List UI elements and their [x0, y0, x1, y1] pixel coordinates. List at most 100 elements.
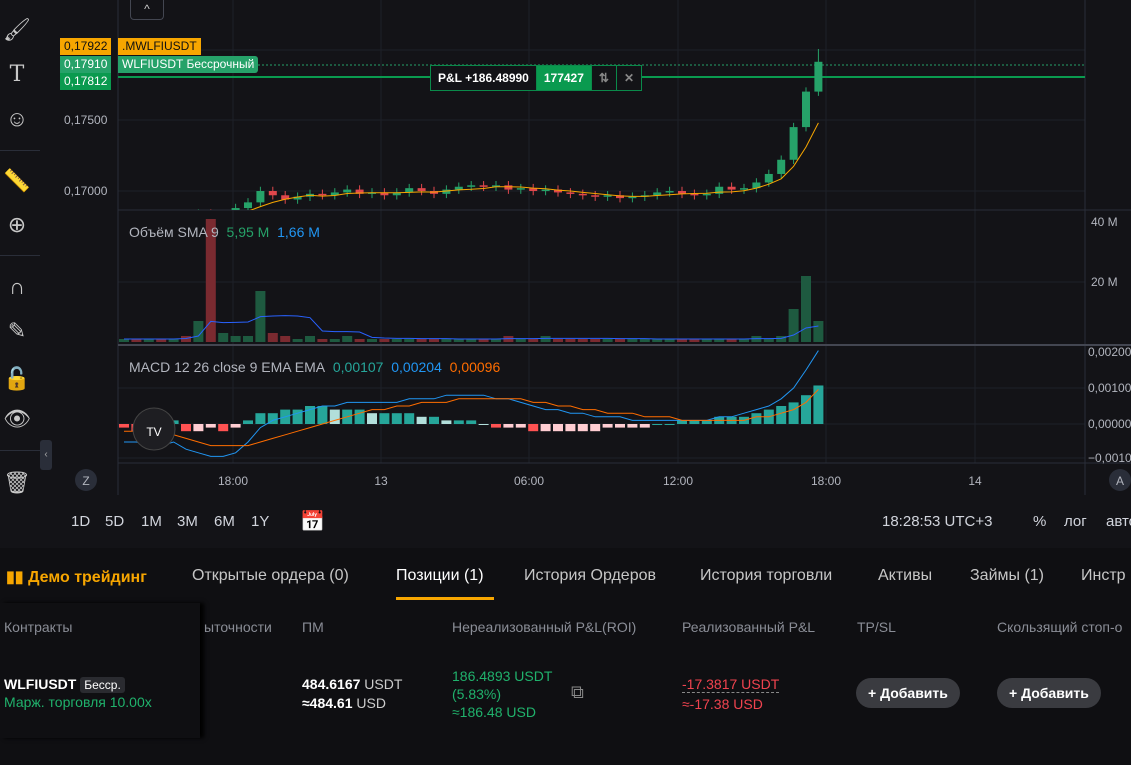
candle — [628, 196, 637, 199]
auto-label: A — [1116, 474, 1124, 488]
auto-toggle[interactable]: авто — [1106, 513, 1131, 530]
text-icon[interactable]: T — [9, 62, 25, 87]
price-chart[interactable]: 18:00 13 06:00 12:00 18:00 14 40 M 20 M 0,00200 0… — [48, 0, 1131, 495]
timeframe-1m[interactable]: 1M — [141, 513, 162, 530]
magnet-icon[interactable]: ∩ — [9, 274, 25, 299]
volume-bar — [478, 339, 489, 342]
volume-bar — [739, 339, 749, 342]
timeframe-1y[interactable]: 1Y — [251, 513, 270, 530]
scroll-up-button[interactable]: ^ — [130, 0, 164, 20]
z-button — [75, 469, 97, 491]
volume-bar — [689, 339, 700, 342]
volume-bar — [230, 336, 241, 342]
macd-line-value: 0,00204 — [391, 359, 442, 375]
volume-bar — [292, 339, 303, 342]
timeframe-5d[interactable]: 5D — [105, 513, 125, 530]
signal-line — [124, 389, 819, 447]
pm-value: 484.6167 USDT — [302, 676, 403, 692]
ruler-icon[interactable]: 📏 — [3, 168, 31, 193]
realized-pnl[interactable]: -17.3817 USDT — [682, 676, 780, 693]
volume-bar — [404, 339, 415, 342]
position-qty: 177427 — [536, 66, 592, 90]
candle — [132, 219, 140, 222]
macd-histogram-bar — [677, 420, 687, 424]
candle — [318, 193, 327, 196]
mark-symbol-label: .MWLFIUSDT — [118, 38, 201, 55]
divider — [0, 255, 40, 256]
volume-bar — [788, 309, 799, 342]
entry-price-label: 0,17812 — [60, 73, 112, 90]
volume-bar — [441, 339, 452, 342]
tab-tools[interactable]: Инстр — [1081, 567, 1126, 584]
emoji-icon[interactable]: ☺ — [5, 106, 29, 131]
volume-bar — [131, 339, 142, 342]
macd-axis-tick: 0,00000 — [1088, 417, 1131, 431]
demo-trading-tab[interactable]: ▮▮ Демо трейдинг — [6, 567, 147, 587]
lock-icon[interactable]: 🔓 — [3, 366, 31, 391]
add-tpsl-button[interactable]: + Добавить — [856, 678, 960, 708]
tab-loans[interactable]: Займы (1) — [970, 567, 1044, 584]
timeframe-6m[interactable]: 6M — [214, 513, 235, 530]
eye-icon[interactable]: 👁 — [3, 406, 31, 431]
tab-trade-history[interactable]: История торговли — [700, 567, 833, 584]
candle — [194, 214, 202, 218]
symbol: WLFIUSDT — [4, 676, 77, 692]
volume-bar — [354, 339, 365, 342]
percent-toggle[interactable]: % — [1033, 513, 1047, 530]
position-symbol[interactable]: WLFIUSDT Бесср. — [4, 676, 125, 693]
trash-icon[interactable]: 🗑 — [3, 470, 31, 495]
sticky-column — [0, 603, 200, 738]
date-range-icon[interactable]: 📅 — [300, 511, 325, 533]
timeframe-3m[interactable]: 3M — [177, 513, 198, 530]
time-tick: 18:00 — [218, 474, 248, 488]
macd-histogram-bar — [453, 420, 464, 424]
volume-bar — [528, 339, 539, 342]
candle — [802, 91, 810, 128]
timeframe-1d[interactable]: 1D — [71, 513, 91, 530]
volume-bar — [429, 339, 439, 342]
col-liq: ыточности — [204, 619, 272, 635]
candle — [541, 189, 550, 192]
tab-assets[interactable]: Активы — [878, 567, 933, 584]
tab-order-history[interactable]: История Ордеров — [524, 567, 656, 584]
candle — [405, 188, 414, 193]
macd-histogram-bar — [528, 424, 539, 432]
macd-histogram-bar — [478, 424, 489, 425]
clock[interactable]: 18:28:53 UTC+3 — [882, 513, 993, 530]
tab-positions[interactable]: Позиции (1) — [396, 567, 484, 584]
close-icon[interactable]: ✕ — [623, 71, 635, 85]
candle — [789, 127, 798, 160]
brush-icon[interactable]: 🖌 — [3, 17, 31, 42]
macd-axis-tick: −0,00100 — [1088, 451, 1131, 465]
volume-bar — [379, 339, 390, 342]
candle — [554, 189, 562, 193]
volume-bar — [391, 339, 402, 342]
macd-histogram-bar — [305, 406, 315, 424]
collapse-toolbar-button[interactable]: ‹ — [40, 440, 52, 470]
volume-bar — [664, 339, 675, 342]
share-icon[interactable]: ⧉ — [571, 682, 584, 702]
macd-histogram-bar — [181, 424, 191, 432]
candle — [454, 186, 463, 190]
macd-histogram-bar — [466, 420, 477, 424]
unrealized-pnl-usd: ≈186.48 USD — [452, 704, 536, 720]
volume-bar — [193, 321, 204, 342]
macd-histogram-bar — [267, 413, 278, 424]
volume-bar — [515, 339, 526, 342]
realized-pnl-usd: ≈-17.38 USD — [682, 696, 763, 712]
position-pnl-box[interactable]: P&L +186.48990 177427 ⇅ ✕ — [430, 65, 643, 91]
volume-bar — [602, 339, 613, 342]
add-trailing-stop-button[interactable]: + Добавить — [997, 678, 1101, 708]
tab-open-orders[interactable]: Открытые ордера (0) — [192, 567, 349, 584]
lock-draw-icon[interactable]: ✎ — [7, 318, 27, 343]
time-tick: 18:00 — [811, 474, 841, 488]
volume-value: 5,95 M — [226, 224, 270, 240]
log-toggle[interactable]: лог — [1064, 513, 1087, 530]
zoom-in-icon[interactable]: ⊕ — [7, 212, 27, 237]
volume-bar — [317, 339, 328, 342]
reverse-icon[interactable]: ⇅ — [592, 66, 617, 90]
candle — [764, 173, 773, 183]
candle — [244, 202, 252, 209]
candle — [145, 217, 153, 223]
candle — [120, 219, 128, 222]
